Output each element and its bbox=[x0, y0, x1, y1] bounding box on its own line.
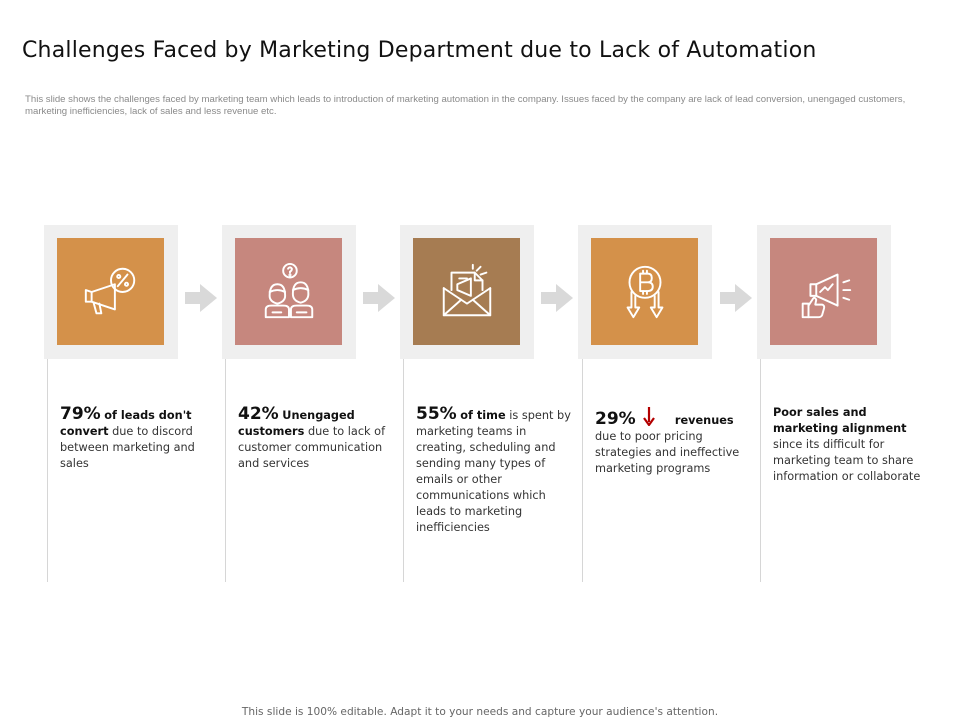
slide-title: Challenges Faced by Marketing Department… bbox=[22, 38, 817, 63]
card-3-bold: of time bbox=[460, 409, 506, 422]
card-description-4: 29% revenues due to poor pricing strateg… bbox=[595, 406, 745, 477]
stat-55: 55% bbox=[416, 404, 457, 424]
divider-line-5 bbox=[760, 359, 761, 582]
card-5-bold: Poor sales and marketing alignment bbox=[773, 406, 907, 435]
card-4-bold: revenues bbox=[674, 414, 734, 427]
card-frame-4 bbox=[578, 225, 712, 359]
megaphone-percent-icon bbox=[84, 267, 135, 314]
card-1-text: due to discord between marketing and sal… bbox=[60, 425, 195, 470]
arrow-2-to-3 bbox=[363, 284, 395, 312]
icon-tile-2 bbox=[235, 238, 342, 345]
divider-line-1 bbox=[47, 359, 48, 582]
icon-tile-4 bbox=[591, 238, 698, 345]
email-envelope-icon bbox=[442, 263, 491, 316]
card-description-1: 79% of leads don't convert due to discor… bbox=[60, 406, 210, 472]
arrow-3-to-4 bbox=[541, 284, 573, 312]
card-3-text: is spent by marketing teams in creating,… bbox=[416, 409, 571, 534]
card-1-bold: of leads don't convert bbox=[60, 409, 192, 438]
stat-79: 79% bbox=[60, 404, 101, 424]
icon-tile-1 bbox=[57, 238, 164, 345]
megaphone-thumb-icon bbox=[801, 273, 851, 318]
divider-line-3 bbox=[403, 359, 404, 582]
divider-line-4 bbox=[582, 359, 583, 582]
bitcoin-decline-icon bbox=[626, 265, 663, 318]
icon-tile-5 bbox=[770, 238, 877, 345]
card-2-bold: Unengaged customers bbox=[238, 409, 355, 438]
icon-tile-3 bbox=[413, 238, 520, 345]
card-frame-5 bbox=[757, 225, 891, 359]
card-5-text: since its difficult for marketing team t… bbox=[773, 438, 921, 483]
card-description-2: 42% Unengaged customers due to lack of c… bbox=[238, 406, 388, 472]
divider-line-2 bbox=[225, 359, 226, 582]
stat-42: 42% bbox=[238, 404, 279, 424]
card-description-5: Poor sales and marketing alignment since… bbox=[773, 405, 923, 485]
confused-customers-icon bbox=[264, 262, 313, 318]
stat-29: 29% bbox=[595, 409, 636, 429]
card-2-text: due to lack of customer communication an… bbox=[238, 425, 386, 470]
footer-note: This slide is 100% editable. Adapt it to… bbox=[241, 706, 719, 718]
card-frame-2 bbox=[222, 225, 356, 359]
down-arrow-icon bbox=[643, 407, 656, 426]
slide-subtitle: This slide shows the challenges faced by… bbox=[25, 94, 906, 117]
card-frame-1 bbox=[44, 225, 178, 359]
arrow-1-to-2 bbox=[185, 284, 217, 312]
card-4-text: due to poor pricing strategies and ineff… bbox=[595, 430, 740, 475]
card-frame-3 bbox=[400, 225, 534, 359]
arrow-4-to-5 bbox=[720, 284, 752, 312]
card-description-3: 55% of time is spent by marketing teams … bbox=[416, 406, 576, 536]
